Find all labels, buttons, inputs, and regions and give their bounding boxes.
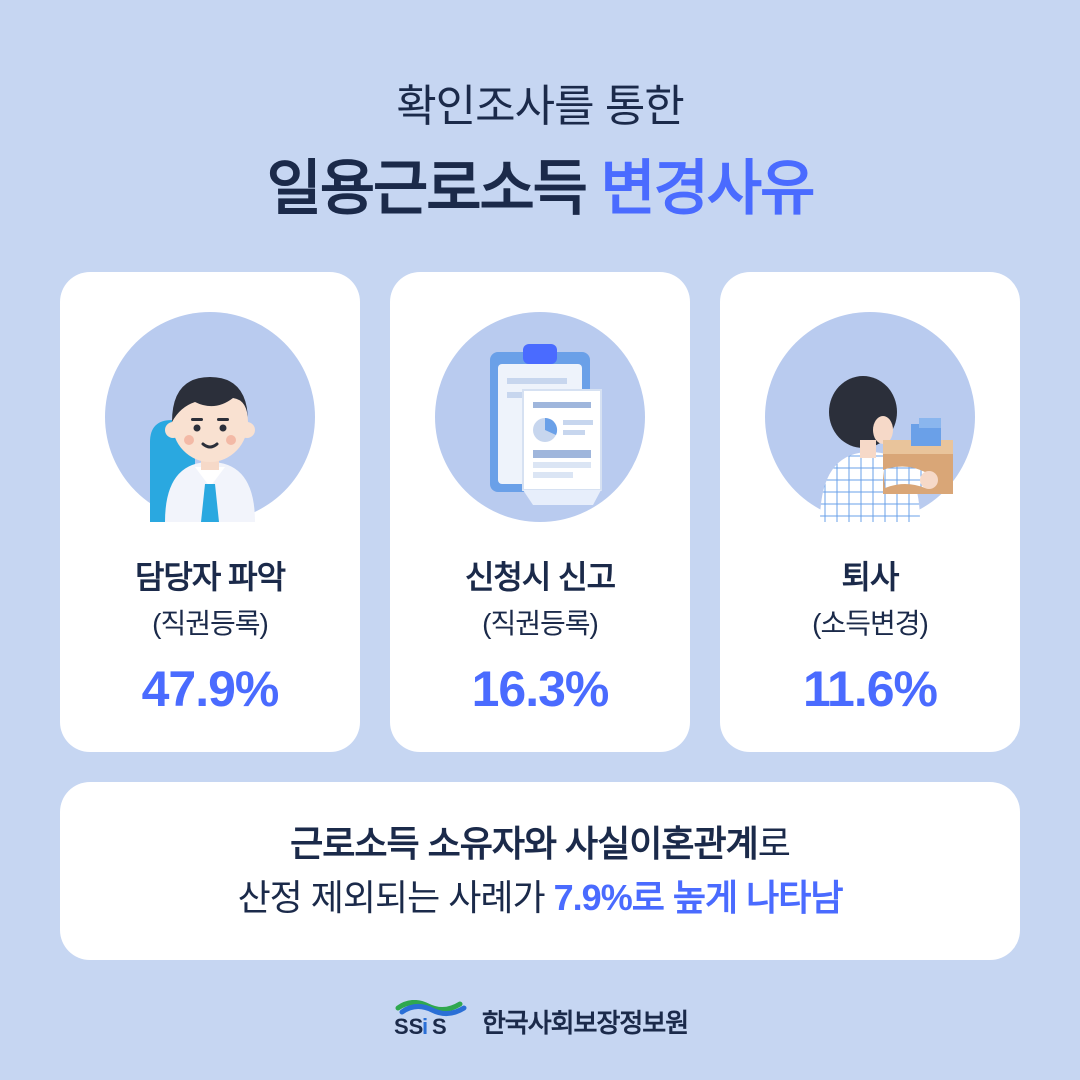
card-1: 담당자 파악 (직권등록) 47.9% <box>60 272 360 752</box>
cards-row: 담당자 파악 (직권등록) 47.9% <box>60 272 1020 752</box>
card-3-sublabel: (소득변경) <box>812 602 928 642</box>
leaving-employee-icon <box>765 312 975 522</box>
card-2: 신청시 신고 (직권등록) 16.3% <box>390 272 690 752</box>
card-3: 퇴사 (소득변경) 11.6% <box>720 272 1020 752</box>
summary-bold: 근로소득 소유자와 사실이혼관계 <box>290 823 758 864</box>
report-documents-icon <box>435 312 645 522</box>
card-1-label: 담당자 파악 <box>135 552 285 598</box>
card-1-pct: 47.9% <box>142 660 279 718</box>
title-line2-part2: 변경사유 <box>601 155 814 222</box>
svg-text:SS: SS <box>394 1014 423 1038</box>
svg-text:S: S <box>432 1014 447 1038</box>
svg-text:i: i <box>422 1014 428 1038</box>
summary-text: 근로소득 소유자와 사실이혼관계로 산정 제외되는 사례가 7.9%로 높게 나… <box>90 817 990 925</box>
card-2-sublabel: (직권등록) <box>482 602 598 642</box>
summary-rest: 로 <box>758 823 790 864</box>
title-line2-part1: 일용근로소득 <box>267 155 601 222</box>
summary-highlight: 7.9%로 높게 나타남 <box>554 877 843 918</box>
footer-org-name: 한국사회보장정보원 <box>482 1003 688 1040</box>
card-3-pct: 11.6% <box>803 660 937 718</box>
page-title: 확인조사를 통한 일용근로소득 변경사유 <box>267 70 814 227</box>
footer: SS i S 한국사회보장정보원 <box>392 1000 688 1043</box>
summary-line2-pre: 산정 제외되는 사례가 <box>238 877 554 918</box>
ssis-logo-icon: SS i S <box>392 1000 470 1043</box>
office-worker-icon <box>105 312 315 522</box>
summary-box: 근로소득 소유자와 사실이혼관계로 산정 제외되는 사례가 7.9%로 높게 나… <box>60 782 1020 960</box>
card-2-label: 신청시 신고 <box>465 552 615 598</box>
card-3-label: 퇴사 <box>842 552 899 598</box>
card-1-sublabel: (직권등록) <box>152 602 268 642</box>
title-line2: 일용근로소득 변경사유 <box>267 140 814 227</box>
card-2-pct: 16.3% <box>472 660 609 718</box>
title-line1: 확인조사를 통한 <box>267 70 814 134</box>
